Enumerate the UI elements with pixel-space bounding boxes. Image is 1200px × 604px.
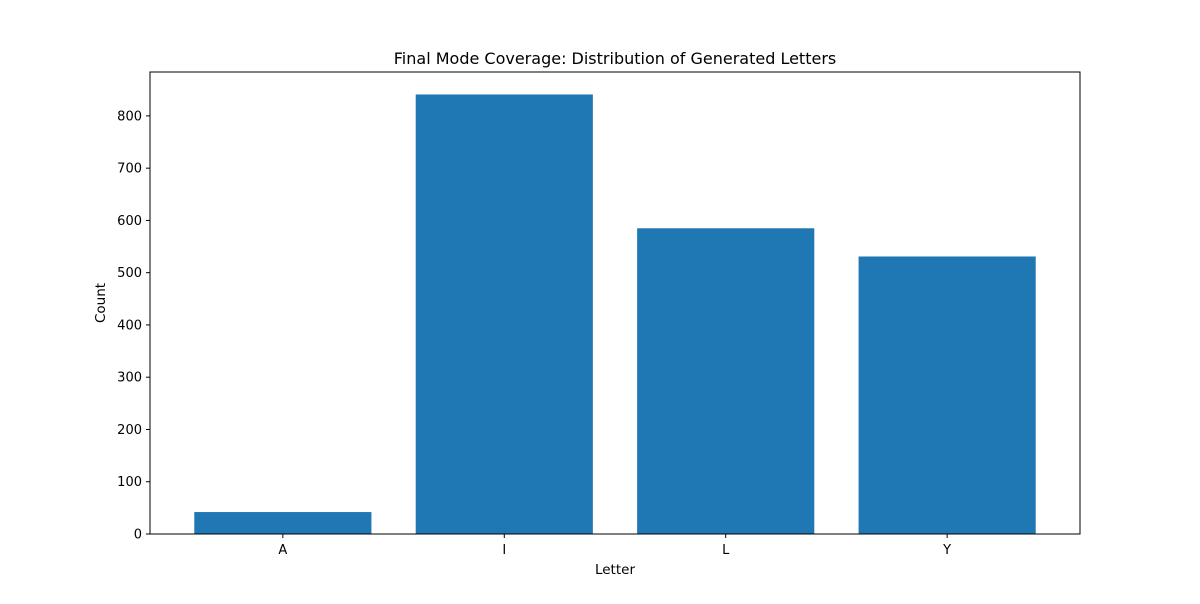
y-tick-label: 0 [134,528,142,543]
y-tick-label: 500 [117,266,142,281]
y-tick-label: 700 [117,162,142,177]
y-tick-label: 800 [117,109,142,124]
bar-A [194,512,372,534]
y-tick-label: 200 [117,423,142,438]
y-tick-label: 100 [117,475,142,490]
y-tick-label: 300 [117,371,142,386]
bar-Y [858,256,1036,534]
x-tick-label: L [722,543,730,558]
x-axis-label: Letter [595,562,635,578]
bar-L [637,228,815,534]
chart-title: Final Mode Coverage: Distribution of Gen… [394,49,836,68]
bar-I [415,94,593,535]
y-tick-label: 400 [117,318,142,333]
x-tick-label: A [278,543,287,558]
bars-group [194,94,1036,535]
y-tick-label: 600 [117,214,142,229]
y-axis-label: Count [93,283,109,323]
x-tick-label: I [502,543,506,558]
x-tick-label: Y [942,543,951,558]
y-axis-ticks: 0 100 200 300 400 500 600 700 800 [117,109,150,543]
plot-frame [149,71,1081,535]
